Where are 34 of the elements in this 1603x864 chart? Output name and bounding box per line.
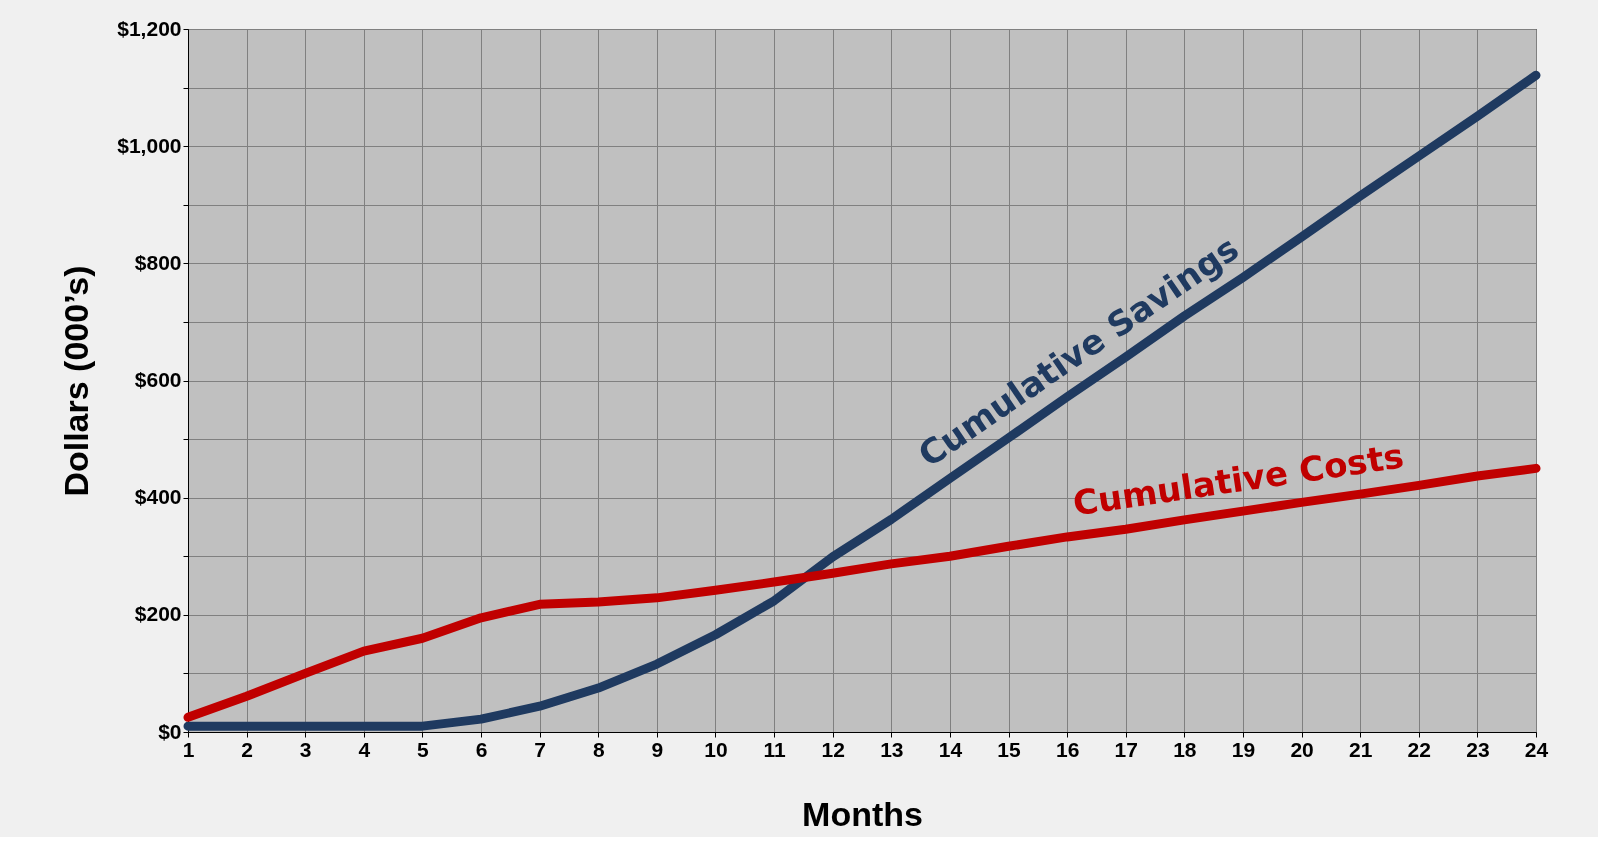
y-tick-label: $0 (158, 719, 182, 743)
x-tick-label: 16 (1055, 737, 1080, 761)
y-tick-label: $800 (134, 250, 182, 274)
y-tick-label: $1,000 (117, 133, 182, 157)
x-tick-label: 7 (534, 737, 546, 761)
x-tick-label: 10 (704, 737, 728, 761)
x-tick-label: 12 (821, 737, 845, 761)
y-tick-label: $600 (134, 368, 182, 391)
x-tick-label: 11 (763, 737, 787, 761)
x-tick-label: 6 (475, 737, 488, 761)
x-tick-label: 19 (1231, 737, 1256, 761)
text: Cumulative Costs (1070, 435, 1407, 524)
x-tick-label: 17 (1114, 737, 1138, 761)
x-axis-title: Months (802, 794, 923, 833)
x-tick-label: 22 (1407, 737, 1431, 761)
x-tick-label: 8 (592, 737, 605, 761)
y-tick-label: $200 (134, 602, 182, 626)
x-tick-label: 21 (1348, 737, 1373, 761)
x-tick-label: 4 (358, 737, 371, 761)
x-tick-label: 3 (299, 737, 312, 761)
x-tick-label: 5 (417, 737, 430, 761)
y-tick-label: $400 (134, 485, 182, 509)
x-tick-label: 9 (651, 737, 664, 761)
x-tick-label: 20 (1290, 737, 1314, 761)
x-tick-label: 23 (1466, 737, 1490, 761)
x-tick-label: 24 (1524, 737, 1549, 761)
x-tick-label: 15 (997, 737, 1022, 761)
x-tick-label: 14 (938, 737, 963, 761)
x-tick-label: 18 (1173, 737, 1197, 761)
x-tick-label: 1 (182, 737, 195, 761)
x-tick-label: 13 (880, 737, 904, 761)
x-tick-label: 2 (241, 737, 253, 761)
y-axis-title: Dollars (000’s) (57, 265, 96, 497)
y-tick-label: $1,200 (117, 16, 182, 40)
